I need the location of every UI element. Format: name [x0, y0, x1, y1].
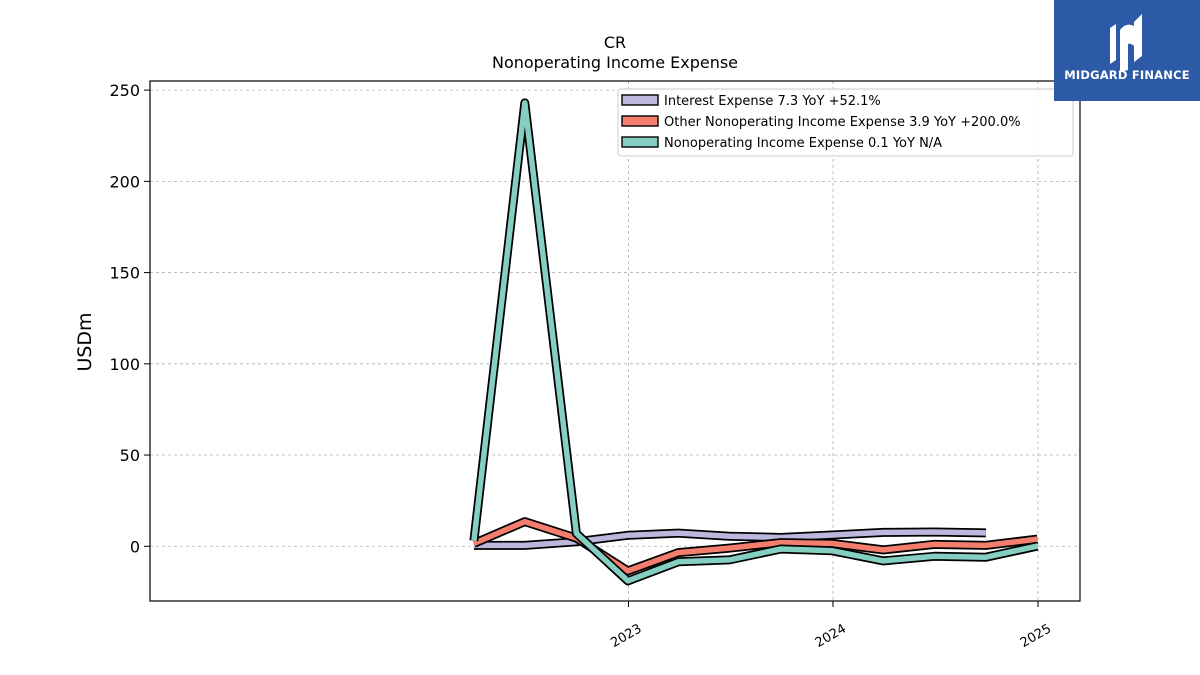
data-point: [984, 555, 988, 559]
series-line-3: [471, 100, 1038, 584]
data-point: [881, 559, 885, 563]
legend-label: Interest Expense 7.3 YoY +52.1%: [664, 94, 881, 109]
data-point: [830, 542, 834, 546]
chart-subtitle: Nonoperating Income Expense: [492, 53, 738, 72]
data-point: [881, 530, 885, 534]
data-point: [830, 549, 834, 553]
data-point: [1035, 537, 1039, 541]
y-tick-label: 100: [109, 355, 140, 374]
data-point: [626, 569, 630, 573]
data-point: [881, 548, 885, 552]
data-point: [984, 543, 988, 547]
brand-mark-icon: [1110, 14, 1142, 72]
x-tick-label: 2023: [608, 621, 644, 651]
plot-frame: [149, 80, 1081, 602]
data-point: [523, 543, 527, 547]
data-point: [727, 534, 731, 538]
x-tick-label: 2024: [813, 621, 849, 651]
data-point: [626, 579, 630, 583]
data-point: [676, 531, 680, 535]
grid: [150, 81, 1080, 601]
series-line-2: [472, 518, 1038, 574]
y-tick-label: 250: [109, 81, 140, 100]
data-point: [932, 530, 936, 534]
series-line-outline: [469, 98, 1039, 586]
data-point: [984, 531, 988, 535]
legend-swatch: [621, 94, 659, 106]
data-point: [676, 551, 680, 555]
legend-swatch: [621, 136, 659, 148]
data-point: [727, 558, 731, 562]
data-point: [523, 520, 527, 524]
data-point: [830, 533, 834, 537]
legend-label: Nonoperating Income Expense 0.1 YoY N/A: [664, 136, 942, 151]
legend-swatch: [621, 115, 659, 127]
legend-label: Other Nonoperating Income Expense 3.9 Yo…: [664, 115, 1021, 130]
y-tick-label: 0: [130, 537, 140, 556]
y-axis-label: USDm: [74, 312, 96, 371]
data-point: [1035, 544, 1039, 548]
data-point: [932, 554, 936, 558]
legend-box: [617, 88, 1074, 157]
data-point: [779, 541, 783, 545]
brand-name: MIDGARD FINANCE: [1064, 68, 1190, 82]
legend: Interest Expense 7.3 YoY +52.1% Other Non…: [617, 88, 1074, 157]
data-point: [574, 532, 578, 536]
data-point: [779, 547, 783, 551]
data-point: [626, 533, 630, 537]
y-tick-label: 150: [109, 264, 140, 283]
chart-title: CR: [604, 33, 626, 52]
series-group: [469, 98, 1039, 586]
series-line-1: [473, 529, 986, 549]
data-point: [676, 560, 680, 564]
data-point: [472, 539, 476, 543]
y-tick-label: 200: [109, 172, 140, 191]
axes: 0 50 100 150 200 250 2023 2024 2025: [109, 81, 1054, 651]
data-point: [932, 542, 936, 546]
data-point: [727, 546, 731, 550]
brand-logo: MIDGARD FINANCE: [1054, 0, 1200, 101]
data-point: [523, 101, 527, 105]
x-tick-label: 2025: [1018, 621, 1054, 651]
y-tick-label: 50: [120, 446, 140, 465]
